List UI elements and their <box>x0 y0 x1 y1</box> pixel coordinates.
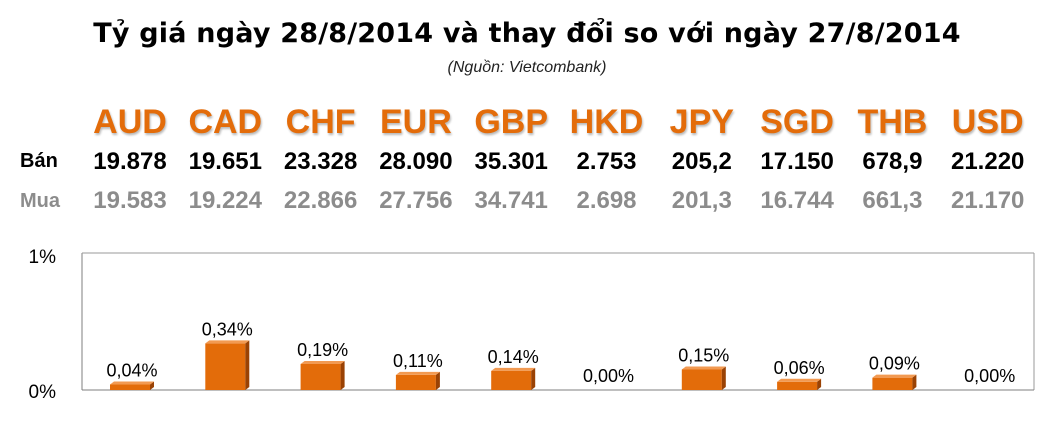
sell-rate: 35.301 <box>474 148 548 175</box>
bar-series: 0,04% 0,34% 0,19% 0,11% 0,14% 0,00% 0,15% 0,06%… <box>106 319 1015 390</box>
bar-value-label: 0,00% <box>964 366 1015 386</box>
bar-side <box>912 374 917 390</box>
bar-side <box>721 366 726 390</box>
bar-side <box>340 360 345 390</box>
bar-value-label: 0,14% <box>488 347 539 367</box>
sell-rate: 19.651 <box>188 148 262 175</box>
bar <box>395 374 436 390</box>
bar-top <box>491 367 536 371</box>
bar-value-label: 0,34% <box>202 319 253 339</box>
y-tick-label-top: 1% <box>29 247 57 268</box>
buy-rate: 19.224 <box>188 187 262 214</box>
buy-rate: 16.744 <box>760 187 834 214</box>
bar-side <box>245 340 250 390</box>
bar <box>300 363 341 390</box>
buy-rate: 27.756 <box>379 187 453 214</box>
y-tick-label-bottom: 0% <box>29 382 57 403</box>
bar-value-label: 0,00% <box>583 366 634 386</box>
currency-code: SGD <box>760 103 834 141</box>
bar <box>491 370 532 390</box>
bar-value-label: 0,04% <box>106 361 157 381</box>
bar <box>777 381 818 390</box>
buy-rate: 19.583 <box>93 187 167 214</box>
sell-rate: 205,2 <box>671 148 732 175</box>
bar-side <box>817 378 822 390</box>
buy-rate: 22.866 <box>283 187 358 214</box>
bar-side <box>531 367 536 390</box>
buy-rate: 21.170 <box>950 187 1025 214</box>
sell-row-label: Bán <box>20 150 58 172</box>
bar-top <box>777 378 822 382</box>
sell-rate: 678,9 <box>862 148 923 175</box>
bar-value-label: 0,11% <box>393 351 443 371</box>
currency-code: CHF <box>285 103 356 141</box>
sell-rate: 19.878 <box>93 148 167 175</box>
bar-side <box>150 381 154 390</box>
bar <box>681 369 722 390</box>
buy-row-label: Mua <box>20 190 60 212</box>
currency-code: JPY <box>669 103 734 141</box>
buy-rate: 34.741 <box>474 187 548 214</box>
currency-code: USD <box>951 103 1024 141</box>
bar-top <box>205 340 250 344</box>
sell-rate: 23.328 <box>283 148 358 175</box>
currency-code: CAD <box>188 103 263 141</box>
bar-top <box>681 366 726 370</box>
currency-code: GBP <box>474 103 549 141</box>
bar-top <box>872 374 917 378</box>
bar-top <box>110 381 154 385</box>
currency-code: HKD <box>569 103 644 141</box>
currency-code: AUD <box>93 103 167 141</box>
currency-code: EUR <box>379 103 452 141</box>
sell-rate: 28.090 <box>379 148 453 175</box>
bar-value-label: 0,19% <box>297 340 348 360</box>
chart-subtitle: (Nguồn: Vietcombank) <box>447 59 607 76</box>
bar-value-label: 0,09% <box>869 354 920 374</box>
sell-rate: 17.150 <box>760 148 834 175</box>
bar <box>872 377 913 390</box>
sell-rate: 2.753 <box>576 148 637 175</box>
buy-rate: 2.698 <box>576 187 637 214</box>
bar-side <box>435 371 440 390</box>
bar <box>110 384 150 390</box>
bar-top <box>300 360 345 364</box>
bar-value-label: 0,06% <box>774 358 825 378</box>
currency-code: THB <box>857 103 928 141</box>
buy-rate: 661,3 <box>862 187 923 214</box>
sell-rate: 21.220 <box>950 148 1025 175</box>
bar-top <box>395 371 440 375</box>
bar-value-label: 0,15% <box>678 345 729 365</box>
buy-rate: 201,3 <box>671 187 732 214</box>
bar <box>205 343 246 390</box>
chart-title: Tỷ giá ngày 28/8/2014 và thay đổi so với… <box>93 18 961 49</box>
